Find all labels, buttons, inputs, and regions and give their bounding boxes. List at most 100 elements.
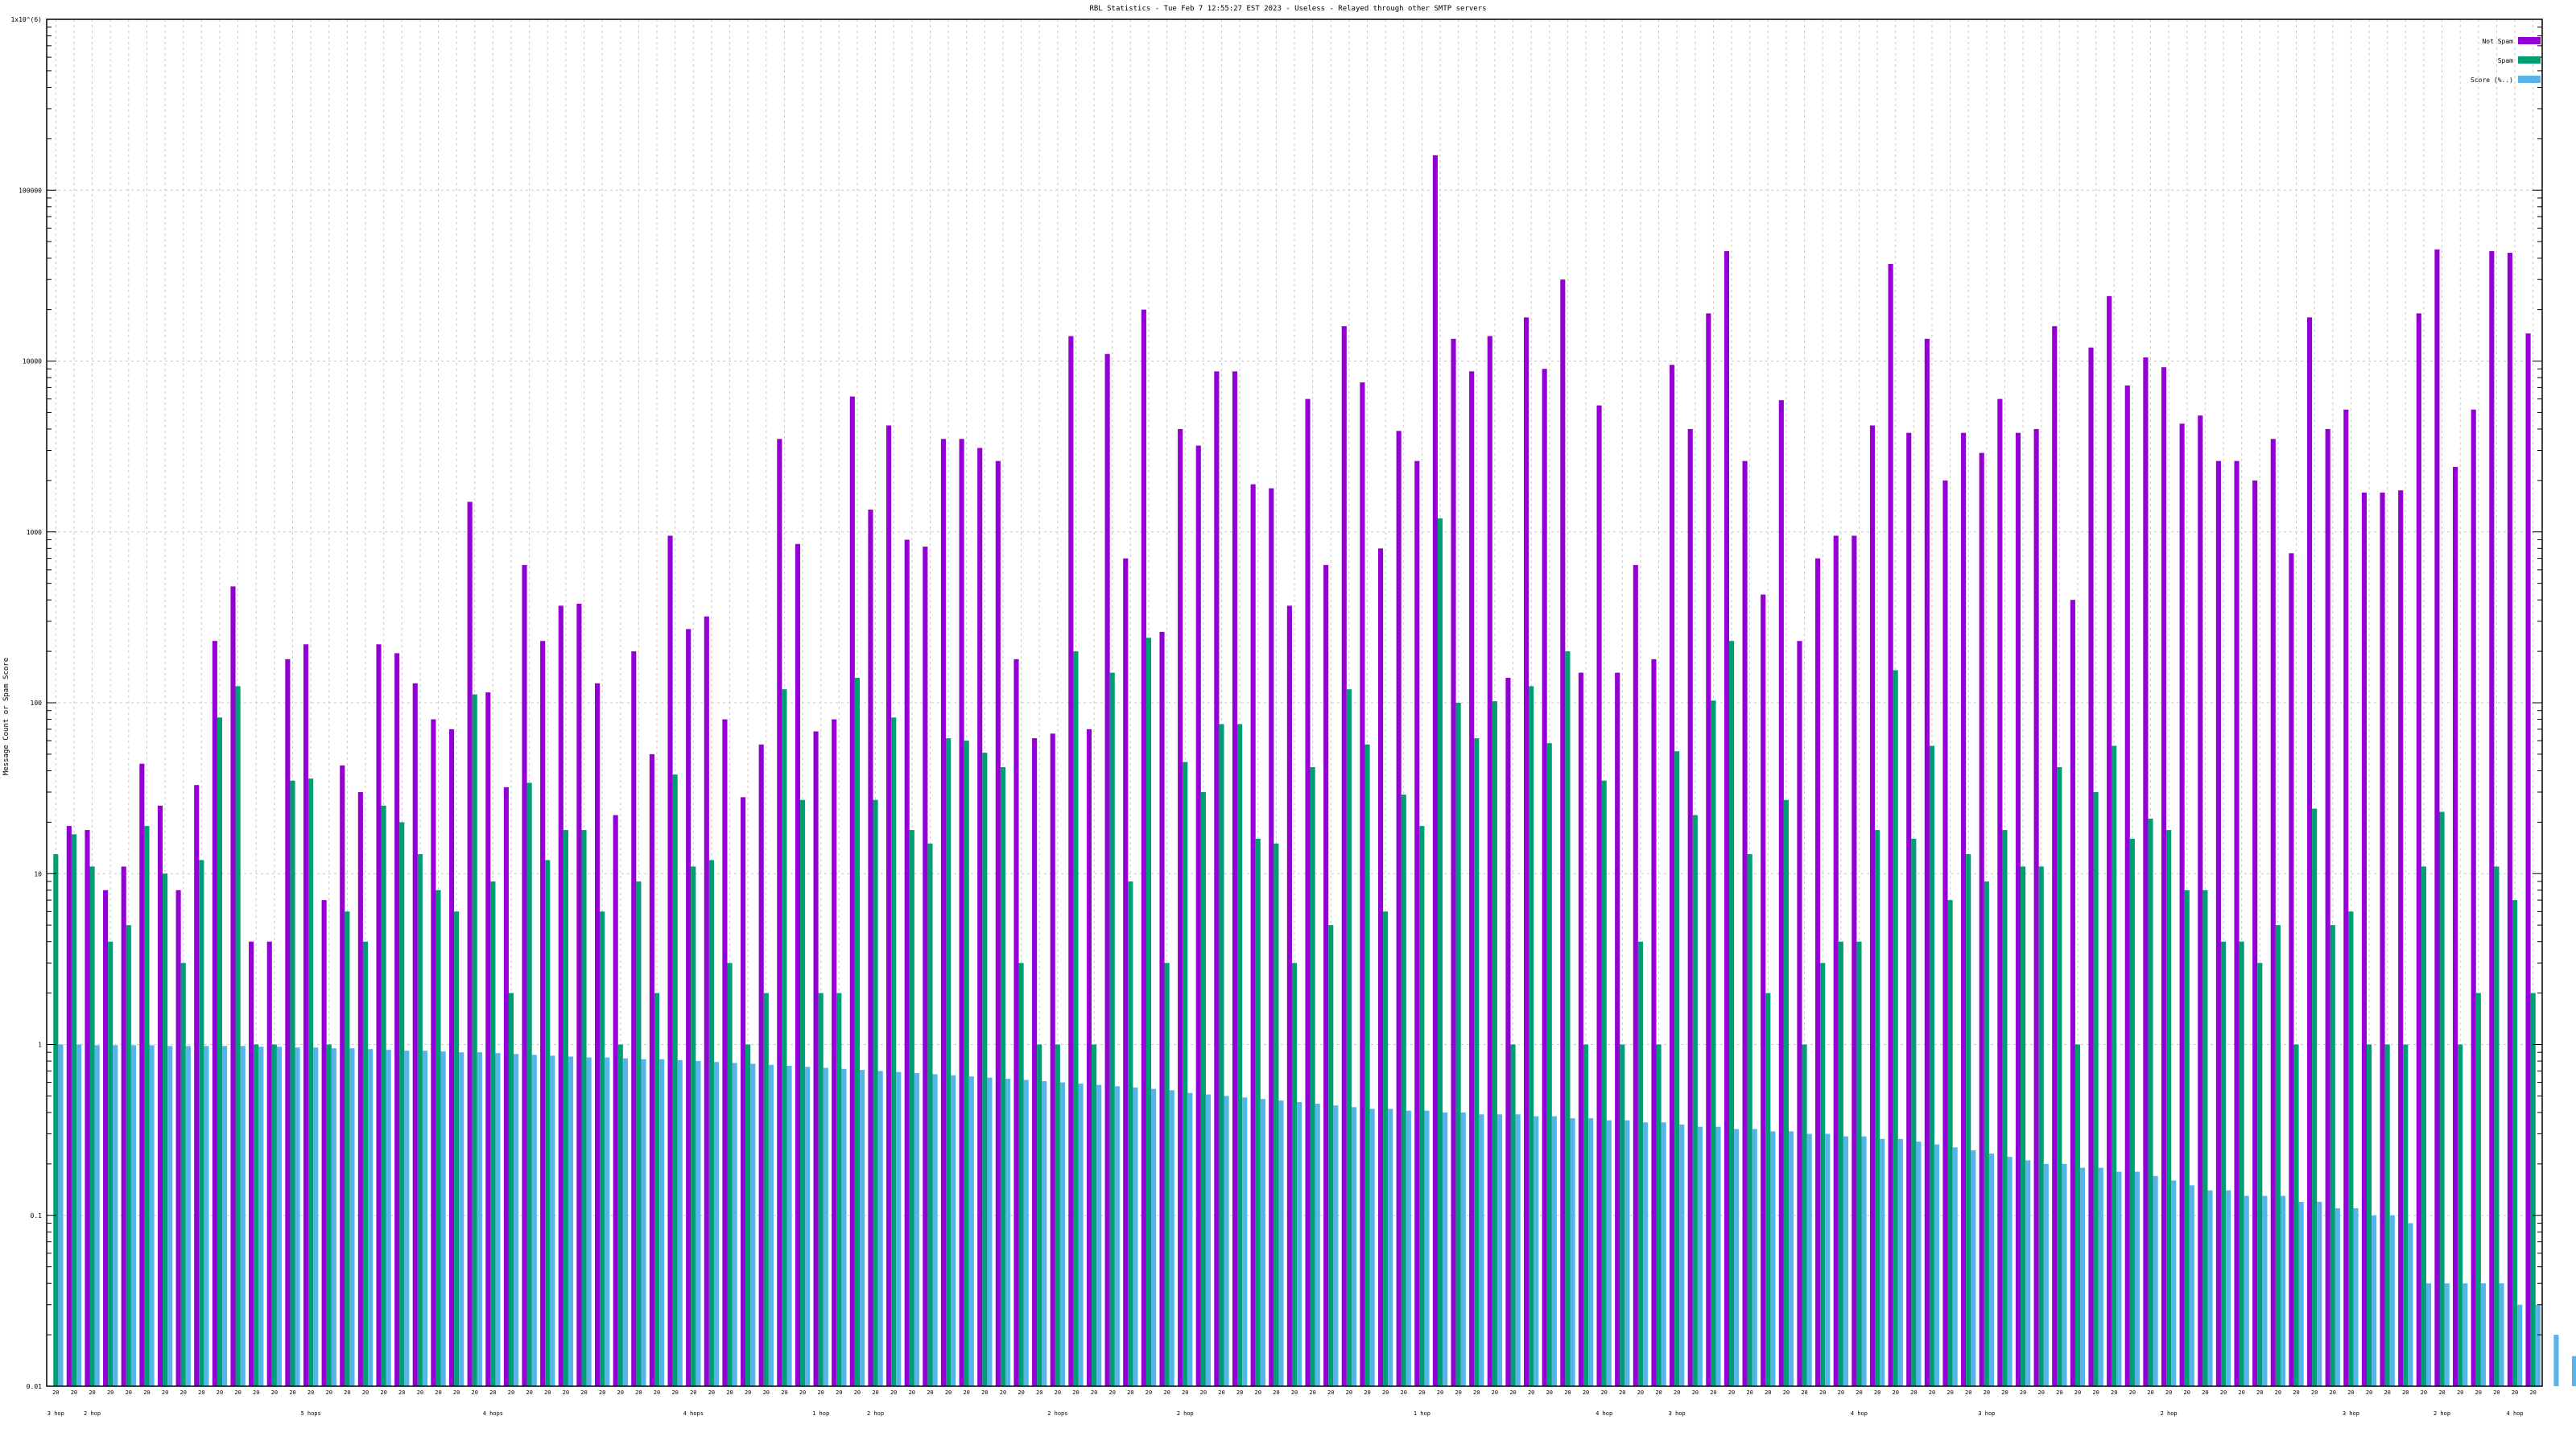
x-tick-label: 20 [2402,1389,2409,1396]
bar-score [2062,1163,2067,1386]
bar-not-spam [1123,558,1129,1386]
bar-spam [1637,941,1643,1386]
bar-score [440,1051,446,1386]
bar-spam [2275,925,2281,1386]
x-hop-label: 4 hop [1596,1410,1612,1417]
bar-score [386,1050,391,1386]
bar-not-spam [485,692,491,1386]
bar-score [550,1055,555,1386]
y-tick-label: 0.01 [27,1383,42,1390]
bar-score [258,1046,264,1386]
x-tick-label: 20 [1346,1389,1352,1396]
bar-score [2171,1180,2177,1386]
bar-spam [1856,941,1862,1386]
bar-spam [1200,791,1206,1386]
bar-not-spam [157,805,163,1386]
bar-spam [1328,925,1334,1386]
bar-spam [1893,670,1898,1386]
bar-spam [490,881,496,1386]
x-tick-label: 20 [52,1389,59,1396]
x-tick-label: 20 [2529,1389,2536,1396]
bar-score [477,1052,482,1386]
bar-spam [436,890,441,1386]
bar-spam [2366,1044,2372,1386]
bar-spam [1237,724,1243,1386]
bar-score [130,1045,136,1386]
bar-not-spam [1596,405,1602,1386]
bar-spam [1947,900,1953,1386]
bar-spam [1692,815,1698,1386]
x-tick-label: 20 [1382,1389,1389,1396]
x-tick-label: 20 [2184,1389,2190,1396]
bar-not-spam [1742,460,1748,1387]
bar-score [368,1049,374,1386]
bar-score [877,1071,883,1386]
bar-spam [180,963,186,1386]
bar-not-spam [1214,371,1220,1387]
bar-not-spam [594,683,601,1386]
y-tick-label: 100000 [19,187,42,194]
bar-spam [1437,518,1443,1387]
x-tick-label: 20 [1564,1389,1571,1396]
bar-not-spam [1706,313,1711,1387]
bar-score [1023,1080,1029,1386]
x-tick-label: 20 [2147,1389,2153,1396]
bar-spam [2002,830,2008,1386]
bar-score [2298,1201,2304,1386]
x-hop-label: 3 hop [2343,1410,2359,1417]
x-tick-label: 20 [635,1389,642,1396]
x-hop-label: 3 hop [1669,1410,1686,1417]
x-tick-label: 20 [1327,1389,1334,1396]
bar-spam [381,805,386,1386]
bar-not-spam [2416,313,2421,1387]
x-tick-label: 20 [1710,1389,1716,1396]
bar-score [1825,1133,1831,1386]
bar-score [149,1045,155,1386]
bar-not-spam [649,753,654,1386]
bar-score [2480,1283,2486,1386]
bar-not-spam [1633,564,1638,1386]
bar-spam [1164,963,1170,1386]
x-tick-label: 20 [253,1389,259,1396]
bar-not-spam [1761,594,1766,1386]
bar-not-spam [2453,467,2458,1386]
bar-score [951,1075,956,1386]
x-hop-label: 2 hop [1177,1410,1194,1417]
bar-spam [362,941,369,1386]
bar-score [2226,1190,2231,1386]
bar-score [331,1048,336,1386]
bar-spam [1820,963,1826,1386]
x-tick-label: 20 [2238,1389,2244,1396]
bar-spam [727,963,733,1386]
x-tick-label: 20 [2512,1389,2518,1396]
bar-spam [1364,744,1370,1386]
legend-label: Spam [2498,57,2513,64]
bar-not-spam [1068,336,1074,1387]
bar-score [605,1057,610,1386]
x-hop-label: 2 hop [84,1410,101,1417]
bar-score [1861,1136,1867,1386]
bar-spam [254,1044,259,1386]
bar-spam [345,911,350,1386]
bar-score [1406,1110,1411,1386]
bar-score [1697,1126,1703,1386]
x-tick-label: 20 [945,1389,952,1396]
x-tick-label: 20 [580,1389,587,1396]
bar-not-spam [2434,249,2440,1386]
bar-spam [2312,808,2318,1386]
bar-not-spam [1250,484,1256,1386]
bar-spam [691,866,696,1386]
bar-not-spam [2325,428,2330,1387]
bar-not-spam [266,941,272,1386]
bar-not-spam [1869,425,1876,1386]
bar-spam [271,1044,277,1386]
bar-score [1988,1153,1995,1386]
x-tick-label: 20 [453,1389,460,1396]
bar-not-spam [1542,369,1547,1387]
x-tick-label: 20 [1036,1389,1042,1396]
bar-score [713,1062,720,1386]
bar-score [786,1066,792,1386]
bar-not-spam [2343,409,2349,1386]
bar-spam [2439,811,2445,1386]
bar-not-spam [1141,309,1146,1386]
